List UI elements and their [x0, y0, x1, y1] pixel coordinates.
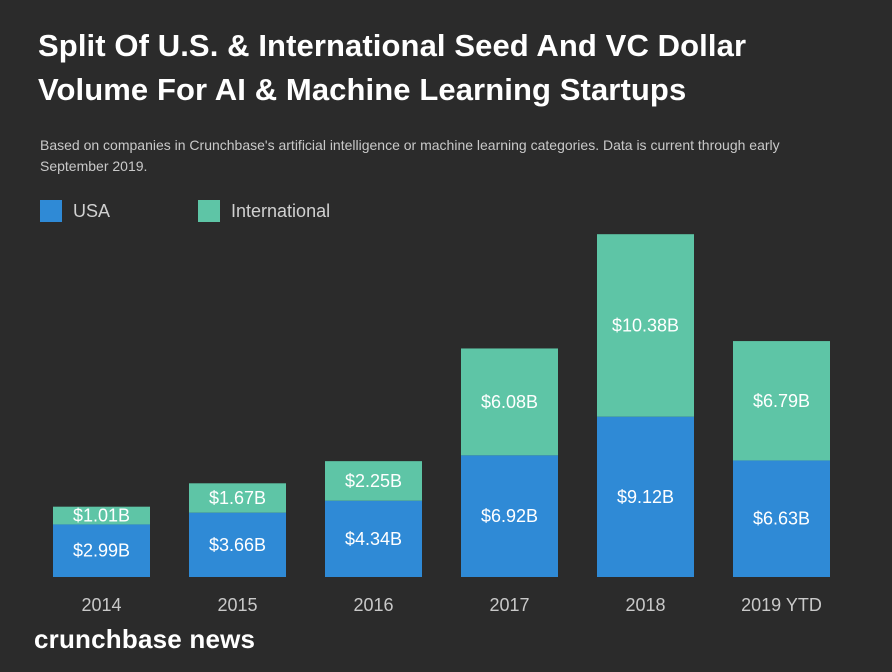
x-tick-label-3: 2017	[489, 595, 529, 615]
legend-item-usa: USA	[40, 200, 110, 222]
data-label-international-1: $1.67B	[209, 488, 266, 508]
data-label-usa-5: $6.63B	[753, 509, 810, 529]
bar-international-1	[189, 483, 286, 513]
bar-international-2	[325, 461, 422, 501]
data-label-usa-1: $3.66B	[209, 535, 266, 555]
data-label-international-4: $10.38B	[612, 315, 679, 335]
chart-subtitle: Based on companies in Crunchbase's artif…	[40, 137, 780, 174]
data-label-international-5: $6.79B	[753, 391, 810, 411]
data-label-usa-2: $4.34B	[345, 529, 402, 549]
data-label-international-0: $1.01B	[73, 506, 130, 526]
x-tick-label-2: 2016	[353, 595, 393, 615]
legend-label-usa: USA	[73, 200, 111, 221]
x-tick-label-0: 2014	[81, 595, 121, 615]
bar-international-3	[461, 348, 558, 456]
data-label-international-3: $6.08B	[481, 392, 538, 412]
x-tick-label-4: 2018	[625, 595, 665, 615]
bar-usa-0	[53, 524, 150, 577]
data-label-usa-3: $6.92B	[481, 506, 538, 526]
chart-title: Split Of U.S. & International Seed And V…	[38, 28, 747, 107]
bar-usa-5	[733, 460, 830, 577]
data-label-usa-0: $2.99B	[73, 541, 130, 561]
legend-label-international: International	[231, 200, 331, 221]
brand-logo: crunchbase news	[34, 624, 256, 654]
x-tick-label-5: 2019 YTD	[741, 595, 822, 615]
bar-international-4	[597, 234, 694, 417]
x-tick-label-1: 2015	[217, 595, 257, 615]
data-label-international-2: $2.25B	[345, 471, 402, 491]
bar-international-5	[733, 341, 830, 461]
legend-item-international: International	[198, 200, 330, 222]
bar-usa-3	[461, 455, 558, 577]
legend: USA International	[40, 198, 330, 224]
bar-international-0	[53, 506, 150, 525]
legend-swatch-usa	[40, 200, 62, 222]
bar-usa-2	[325, 500, 422, 577]
data-label-usa-4: $9.12B	[617, 487, 674, 507]
bar-usa-1	[189, 512, 286, 577]
bar-usa-4	[597, 416, 694, 577]
legend-swatch-international	[198, 200, 221, 222]
